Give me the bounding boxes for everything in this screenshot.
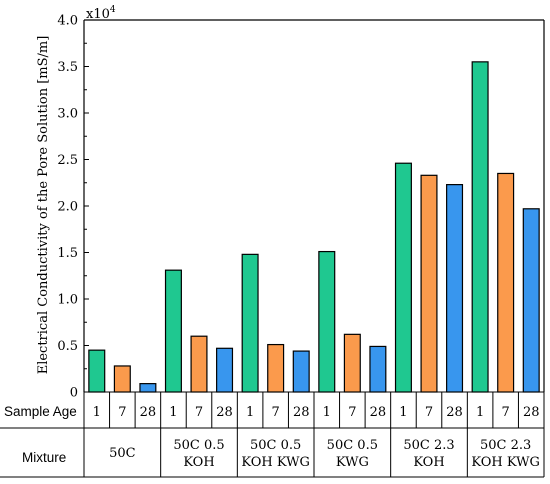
sample-age-label: 1 xyxy=(246,405,254,420)
bar-4-age-7 xyxy=(343,333,361,393)
mixture-label: 50C 2.3 xyxy=(480,438,531,453)
bar-5-age-1 xyxy=(394,162,412,393)
bar-1-age-7 xyxy=(113,365,131,393)
sample-age-label: 7 xyxy=(272,405,280,420)
sample-age-label: 7 xyxy=(425,405,433,420)
bar-3-age-7 xyxy=(267,343,285,393)
bar-2-age-1 xyxy=(164,269,182,393)
sample-age-label: 7 xyxy=(195,405,203,420)
bar-2-age-28 xyxy=(216,347,234,393)
mixture-label: 50C 2.3 xyxy=(403,438,454,453)
bar-4-age-28 xyxy=(369,345,387,393)
sample-age-label: 7 xyxy=(502,405,510,420)
sample-age-label: 28 xyxy=(216,405,233,420)
bar-3-age-28 xyxy=(292,350,310,393)
bar-6-age-7 xyxy=(497,172,515,393)
bar-1-age-28 xyxy=(139,383,157,393)
sample-age-label: 1 xyxy=(169,405,177,420)
bar-6-age-1 xyxy=(471,61,489,393)
y-tick-label: 1.0 xyxy=(57,293,78,308)
sample-age-label: 1 xyxy=(93,405,101,420)
y-tick-label: 1.5 xyxy=(57,246,78,261)
mixture-label: 50C xyxy=(109,446,136,461)
category-table: 1 7 28 50C 1 7 28 50C 0.5 KOH 1 7 28 50C 0.5 KOH KWG 1… xyxy=(0,391,545,478)
bar-1-age-1 xyxy=(88,349,106,393)
sample-age-label: 28 xyxy=(140,405,157,420)
sample-age-row-label: Sample Age xyxy=(4,404,77,419)
y-multiplier-base: x10 xyxy=(86,7,110,22)
y-axis-label: Electrical Conductivity of the Pore Solu… xyxy=(36,36,51,375)
y-tick-label: 0 xyxy=(70,386,78,401)
y-tick-label: 0.5 xyxy=(57,339,78,354)
sample-age-label: 1 xyxy=(323,405,331,420)
mixture-row-label: Mixture xyxy=(22,450,66,465)
y-multiplier-exponent: 4 xyxy=(110,5,116,15)
mixture-label: 50C 0.5 xyxy=(250,438,301,453)
y-tick-label: 2.5 xyxy=(57,153,78,168)
y-tick-label: 3.5 xyxy=(57,60,78,75)
sample-age-label: 1 xyxy=(476,405,484,420)
mixture-label: KOH KWG xyxy=(241,455,310,470)
mixture-label: 50C 0.5 xyxy=(173,438,224,453)
y-tick-label: 3.0 xyxy=(57,107,78,122)
sample-age-label: 28 xyxy=(523,405,540,420)
sample-age-label: 28 xyxy=(293,405,310,420)
y-multiplier: x104 xyxy=(86,5,116,22)
sample-age-label: 28 xyxy=(446,405,463,420)
y-tick-label: 4.0 xyxy=(57,14,78,29)
plot-area: 0 0.5 1.0 1.5 2.0 2.5 3.0 3.5 4.0 xyxy=(57,14,545,401)
mixture-label: KOH xyxy=(413,455,444,470)
sample-age-label: 28 xyxy=(370,405,387,420)
bar-5-age-28 xyxy=(446,184,464,393)
sample-age-label: 7 xyxy=(348,405,356,420)
bar-5-age-7 xyxy=(420,174,438,393)
y-tick-label: 2.0 xyxy=(57,200,78,215)
mixture-label: KOH xyxy=(183,455,214,470)
bar-3-age-1 xyxy=(241,253,259,393)
bar-6-age-28 xyxy=(522,208,540,393)
bar-2-age-7 xyxy=(190,335,208,393)
sample-age-label: 7 xyxy=(118,405,126,420)
bar-4-age-1 xyxy=(318,250,336,393)
mixture-label: 50C 0.5 xyxy=(327,438,378,453)
mixture-label: KWG xyxy=(336,455,369,470)
mixture-label: KOH KWG xyxy=(471,455,540,470)
sample-age-label: 1 xyxy=(399,405,407,420)
